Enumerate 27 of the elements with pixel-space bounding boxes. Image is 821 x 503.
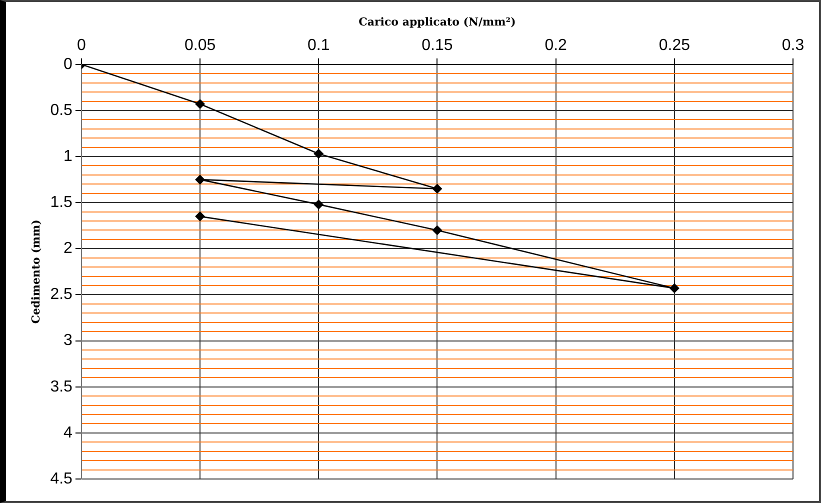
y-tick-label: 4: [64, 424, 73, 442]
y-tick-label: 0: [64, 56, 73, 73]
point: [195, 174, 206, 185]
y-tick-label: 3.5: [50, 378, 73, 396]
y-tick-label: 3: [64, 332, 73, 350]
y-tick-label: 2: [64, 240, 73, 258]
y-tick-label: 1: [64, 148, 73, 165]
point: [432, 184, 442, 194]
y-tick-label: 0.5: [50, 102, 73, 119]
x-tick-label: 0.15: [422, 37, 453, 54]
x-tick-label: 0.05: [184, 37, 216, 54]
x-tick-label: 0.1: [308, 37, 330, 54]
point: [314, 148, 324, 159]
point: [314, 199, 324, 210]
x-tick-label: 0.25: [658, 37, 690, 54]
x-tick-label: 0.3: [782, 37, 804, 54]
point: [432, 225, 442, 236]
point: [195, 211, 206, 222]
y-tick-label: 1.5: [50, 194, 73, 212]
point: [195, 99, 206, 110]
point: [669, 283, 680, 294]
x-tick-label: 0: [76, 37, 86, 54]
y-tick-label: 2.5: [50, 286, 73, 304]
y-axis-title: Cedimento (mm): [29, 220, 42, 324]
x-axis-title: Carico applicato (N/mm²): [358, 15, 516, 28]
x-tick-label: 0.2: [544, 37, 568, 54]
y-tick-label: 4.5: [50, 470, 73, 488]
